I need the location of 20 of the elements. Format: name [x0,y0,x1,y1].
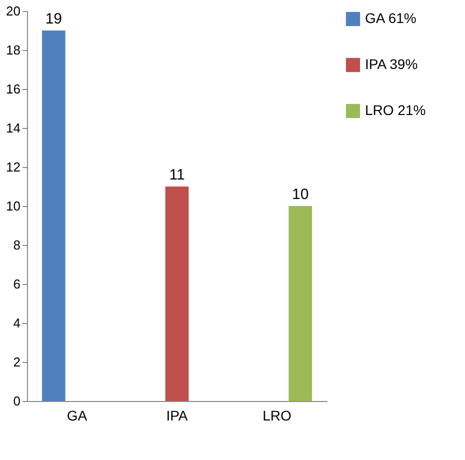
x-tick-label: IPA [166,408,188,424]
y-tick-label: 0 [13,394,20,408]
y-tick-label: 12 [6,160,20,174]
y-tick-label: 6 [13,276,20,292]
legend-label: GA 61% [365,10,416,26]
x-tick-label: GA [66,408,88,424]
data-label: 19 [45,10,62,28]
data-label: 11 [169,166,185,184]
y-tick-label: 10 [6,198,20,214]
y-tick-label: 4 [13,316,20,330]
x-tick-label: LRO [262,408,292,424]
data-label: 10 [292,186,309,203]
y-tick-label: 14 [6,120,20,136]
legend-label: IPA 39% [365,56,418,72]
y-tick-label: 20 [6,4,20,18]
y-tick-label: 18 [6,42,20,58]
y-tick-label: 16 [6,82,20,96]
y-tick-label: 2 [13,354,20,370]
y-tick-label: 8 [13,238,20,252]
legend-label: LRO 21% [365,102,426,118]
